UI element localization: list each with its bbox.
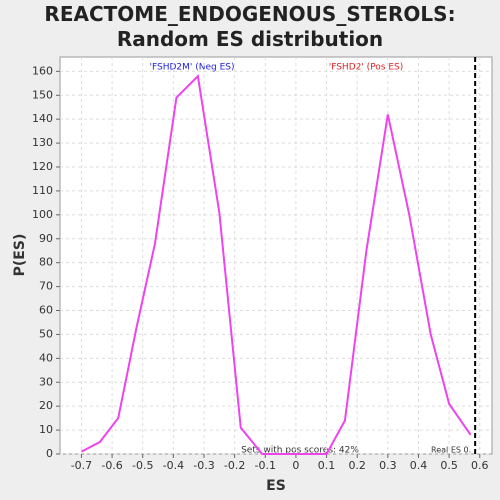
x-tick-label: -0.3 xyxy=(193,459,214,472)
y-tick-label: 150 xyxy=(32,88,53,101)
x-tick-label: -0.4 xyxy=(163,459,184,472)
y-tick-label: 60 xyxy=(39,304,53,317)
x-tick-label: -0.1 xyxy=(255,459,276,472)
x-tick-label: 0.5 xyxy=(440,459,458,472)
y-tick-label: 140 xyxy=(32,112,53,125)
y-tick-label: 130 xyxy=(32,136,53,149)
x-tick-label: 0.3 xyxy=(379,459,397,472)
y-tick-label: 10 xyxy=(39,423,53,436)
y-tick-label: 0 xyxy=(46,447,53,460)
x-tick-label: 0.6 xyxy=(471,459,489,472)
y-tick-label: 100 xyxy=(32,208,53,221)
x-tick-label: -0.6 xyxy=(101,459,122,472)
y-axis-label: P(ES) xyxy=(12,234,28,277)
chart-title: REACTOME_ENDOGENOUS_STEROLS: Random ES d… xyxy=(44,2,456,51)
y-tick-label: 40 xyxy=(39,351,53,364)
x-tick-label: 0.1 xyxy=(318,459,336,472)
y-tick-label: 30 xyxy=(39,375,53,388)
plot-area xyxy=(59,56,493,455)
y-tick-label: 160 xyxy=(32,64,53,77)
y-tick-label: 80 xyxy=(39,256,53,269)
x-tick-label: -0.7 xyxy=(71,459,92,472)
real-es-label: Real ES 0. xyxy=(431,446,471,455)
y-tick-label: 90 xyxy=(39,232,53,245)
neg-annotation: 'FSHD2M' (Neg ES) xyxy=(150,63,235,73)
pos-annotation: 'FSHD2' (Pos ES) xyxy=(329,63,404,73)
sets-annotation: Sets with pos scores: 42% xyxy=(241,446,359,456)
y-tick-label: 110 xyxy=(32,184,53,197)
x-axis-label: ES xyxy=(266,478,286,494)
y-tick-label: 50 xyxy=(39,327,53,340)
x-tick-label: -0.2 xyxy=(224,459,245,472)
x-tick-label: 0.4 xyxy=(410,459,428,472)
y-tick-label: 120 xyxy=(32,160,53,173)
y-tick-label: 70 xyxy=(39,280,53,293)
x-tick-label: 0 xyxy=(292,459,299,472)
data-line xyxy=(80,74,472,455)
x-tick-label: -0.5 xyxy=(132,459,153,472)
x-tick-label: 0.2 xyxy=(348,459,366,472)
y-tick-label: 20 xyxy=(39,399,53,412)
